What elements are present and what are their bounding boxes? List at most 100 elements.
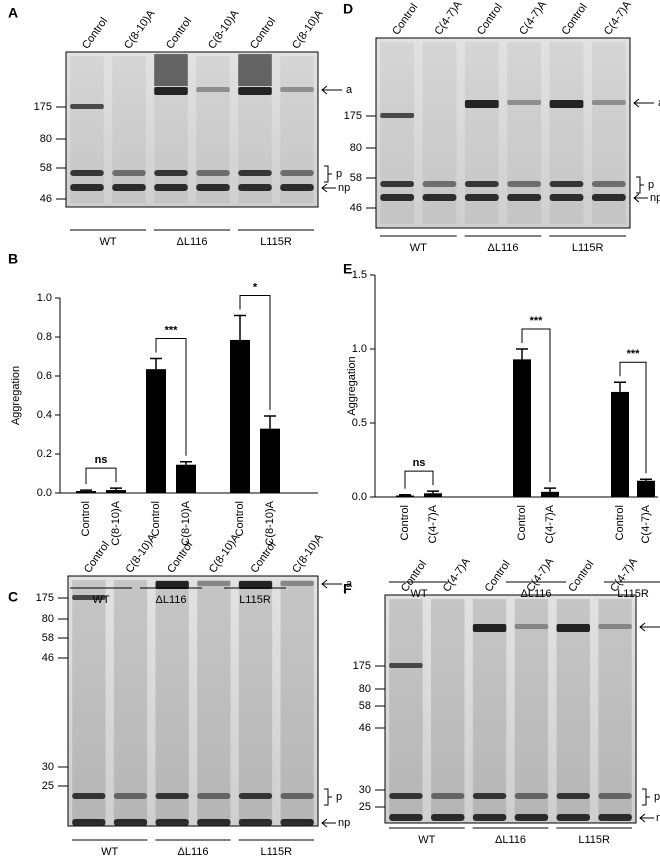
arrow-head — [321, 579, 328, 589]
panel-letter: D — [343, 1, 353, 17]
marker-label: 80 — [359, 683, 371, 695]
side-label: p — [336, 791, 342, 803]
y-axis-label: Aggregation — [346, 356, 358, 415]
marker-label: 30 — [359, 784, 371, 796]
error-bar — [234, 314, 246, 340]
marker-label: 46 — [42, 652, 54, 664]
band — [598, 793, 632, 799]
lane-smear — [464, 42, 499, 224]
lane-smear — [280, 580, 314, 822]
lane-label: Control — [475, 1, 505, 37]
band — [280, 819, 314, 826]
band — [591, 194, 626, 201]
group-label: WT — [410, 588, 427, 600]
band — [507, 181, 542, 187]
side-label: np — [656, 812, 660, 824]
lane-label: Control — [248, 15, 278, 51]
side-label: np — [338, 182, 350, 194]
band — [507, 100, 542, 105]
significance-label: *** — [165, 324, 179, 336]
lane-label: Control — [483, 558, 513, 594]
lane-label: Control — [82, 539, 112, 575]
band — [389, 793, 423, 799]
band — [112, 184, 146, 191]
lane-label: Control — [560, 1, 590, 37]
band — [472, 624, 507, 632]
bar — [637, 480, 655, 497]
band — [72, 819, 106, 826]
error-bar — [150, 357, 162, 370]
x-tick-label: C(4-7)A — [427, 504, 439, 543]
band — [72, 595, 106, 600]
side-label: a — [346, 578, 353, 590]
lane-smear — [280, 56, 314, 203]
x-tick-label: Control — [150, 501, 162, 536]
band — [197, 819, 231, 826]
error-bar — [427, 490, 439, 494]
band — [464, 100, 499, 108]
marker-label: 46 — [359, 722, 371, 734]
band — [556, 793, 590, 799]
group-label: WT — [99, 236, 116, 248]
group-label: ΔL116 — [520, 588, 551, 600]
blot-image — [67, 575, 319, 827]
band — [280, 170, 314, 176]
group-label: ΔL116 — [155, 594, 186, 606]
band — [422, 194, 457, 201]
band — [380, 113, 415, 118]
side-label: a — [658, 97, 660, 109]
marker-label: 80 — [40, 133, 52, 145]
significance-label: * — [253, 281, 258, 293]
significance-label: *** — [530, 315, 544, 327]
lane-label: C(4-7)A — [441, 555, 473, 594]
x-tick-label: Control — [234, 501, 246, 536]
lane-smear — [389, 599, 423, 819]
y-tick-label: 0.6 — [37, 370, 52, 382]
band — [238, 819, 273, 826]
y-tick-label: 1.5 — [352, 269, 367, 281]
x-tick-label: C(8-10)A — [180, 500, 192, 545]
y-tick-label: 1.0 — [352, 343, 367, 355]
side-label: p — [336, 168, 342, 180]
lane-label: C(8-10)A — [124, 531, 160, 575]
bar — [424, 493, 442, 497]
lane-smear — [514, 599, 549, 819]
stacking-gel — [154, 54, 188, 86]
significance-bracket — [619, 361, 647, 474]
band — [238, 170, 272, 176]
x-tick-label: C(4-7)A — [544, 504, 556, 543]
x-tick-label: C(4-7)A — [640, 504, 652, 543]
error-bar — [516, 348, 528, 360]
band — [238, 87, 272, 95]
band — [280, 87, 314, 92]
bar — [513, 359, 531, 497]
bar — [260, 428, 280, 493]
band — [154, 87, 188, 95]
lane-label: Control — [80, 15, 110, 51]
significance-bracket — [85, 467, 117, 485]
band — [70, 170, 104, 176]
y-tick-label: 0.5 — [352, 417, 367, 429]
band — [380, 194, 415, 201]
y-tick-label: 0.0 — [352, 491, 367, 503]
band — [70, 104, 104, 109]
lane-smear — [113, 580, 148, 822]
band — [591, 181, 626, 187]
band — [196, 87, 230, 92]
group-label: ΔL116 — [495, 834, 526, 846]
group-label: L115R — [261, 846, 293, 858]
bar — [106, 490, 126, 493]
x-tick-label: Control — [614, 505, 626, 540]
error-bar — [399, 494, 411, 496]
lane-smear — [155, 580, 189, 822]
lane-smear — [431, 599, 465, 819]
group-label: ΔL116 — [487, 242, 518, 254]
bar — [176, 464, 196, 493]
band — [155, 793, 189, 799]
significance-bracket — [155, 337, 187, 456]
x-tick-label: C(8-10)A — [110, 500, 122, 545]
group-label: L115R — [572, 242, 604, 254]
lane-label: C(8-10)A — [290, 531, 326, 575]
marker-label: 46 — [40, 193, 52, 205]
band — [197, 793, 231, 799]
